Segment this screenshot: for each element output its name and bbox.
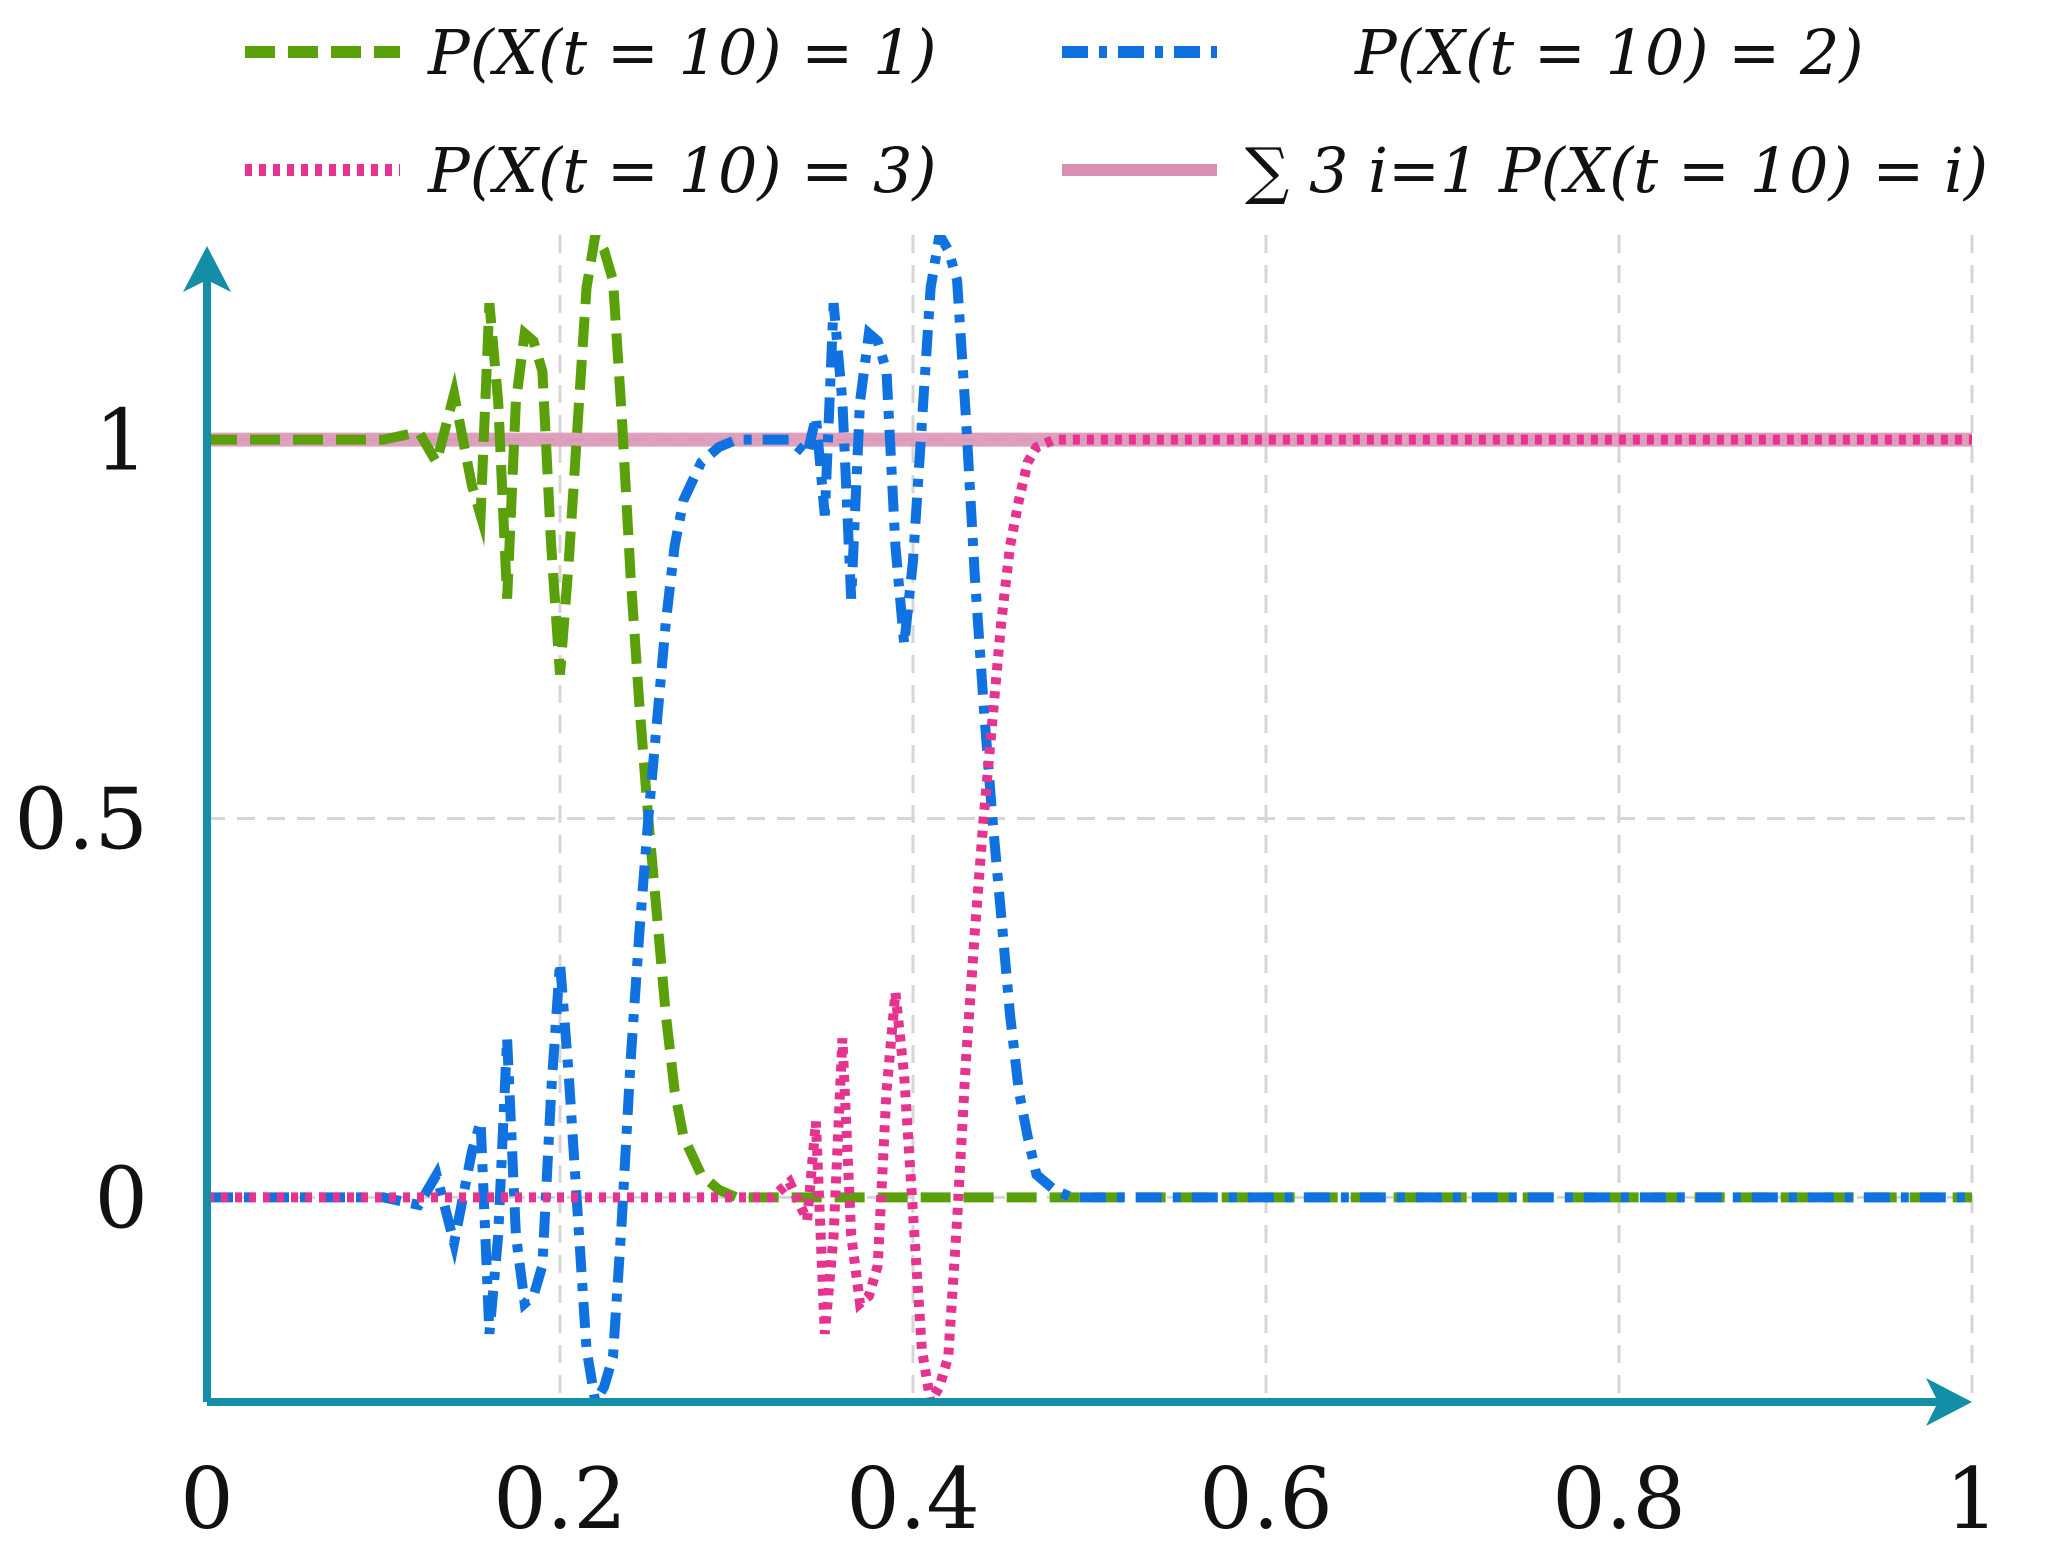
legend-label-p2: P(X(t = 10) = 2) bbox=[1354, 16, 1864, 89]
series-line-2 bbox=[207, 235, 1972, 1402]
y-tick-label: 0 bbox=[95, 1149, 148, 1247]
x-tick-label: 1 bbox=[1945, 1450, 1998, 1547]
legend: P(X(t = 10) = 1) P(X(t = 10) = 2) P(X(t … bbox=[245, 16, 1988, 207]
x-tick-label: 0.8 bbox=[1552, 1450, 1686, 1547]
x-tick-label: 0 bbox=[180, 1450, 233, 1547]
legend-entry-sum: ∑ 3 i=1 P(X(t = 10) = i) bbox=[1062, 134, 1988, 207]
series-line-3 bbox=[207, 434, 1972, 1402]
y-tick-label: 0.5 bbox=[14, 771, 148, 869]
y-tick-label: 1 bbox=[95, 392, 148, 490]
series-layer bbox=[207, 235, 1972, 1402]
grid bbox=[207, 235, 1974, 1402]
legend-label-p3: P(X(t = 10) = 3) bbox=[427, 134, 937, 207]
y-axis-arrow-icon bbox=[183, 246, 231, 292]
legend-entry-p1: P(X(t = 10) = 1) bbox=[245, 16, 937, 89]
legend-entry-p3: P(X(t = 10) = 3) bbox=[245, 134, 937, 207]
x-axis-arrow-icon bbox=[1926, 1378, 1972, 1426]
legend-label-sum: ∑ 3 i=1 P(X(t = 10) = i) bbox=[1245, 134, 1988, 207]
x-tick-label: 0.2 bbox=[493, 1450, 627, 1547]
x-tick-label: 0.4 bbox=[846, 1450, 980, 1547]
x-tick-label: 0.6 bbox=[1199, 1450, 1333, 1547]
x-ticks: 0 0.2 0.4 0.6 0.8 1 bbox=[180, 1450, 1998, 1547]
y-ticks: 00.51 bbox=[14, 392, 148, 1248]
legend-entry-p2: P(X(t = 10) = 2) bbox=[1062, 16, 1864, 89]
legend-label-p1: P(X(t = 10) = 1) bbox=[427, 16, 937, 89]
series-line-1 bbox=[207, 235, 1972, 1203]
